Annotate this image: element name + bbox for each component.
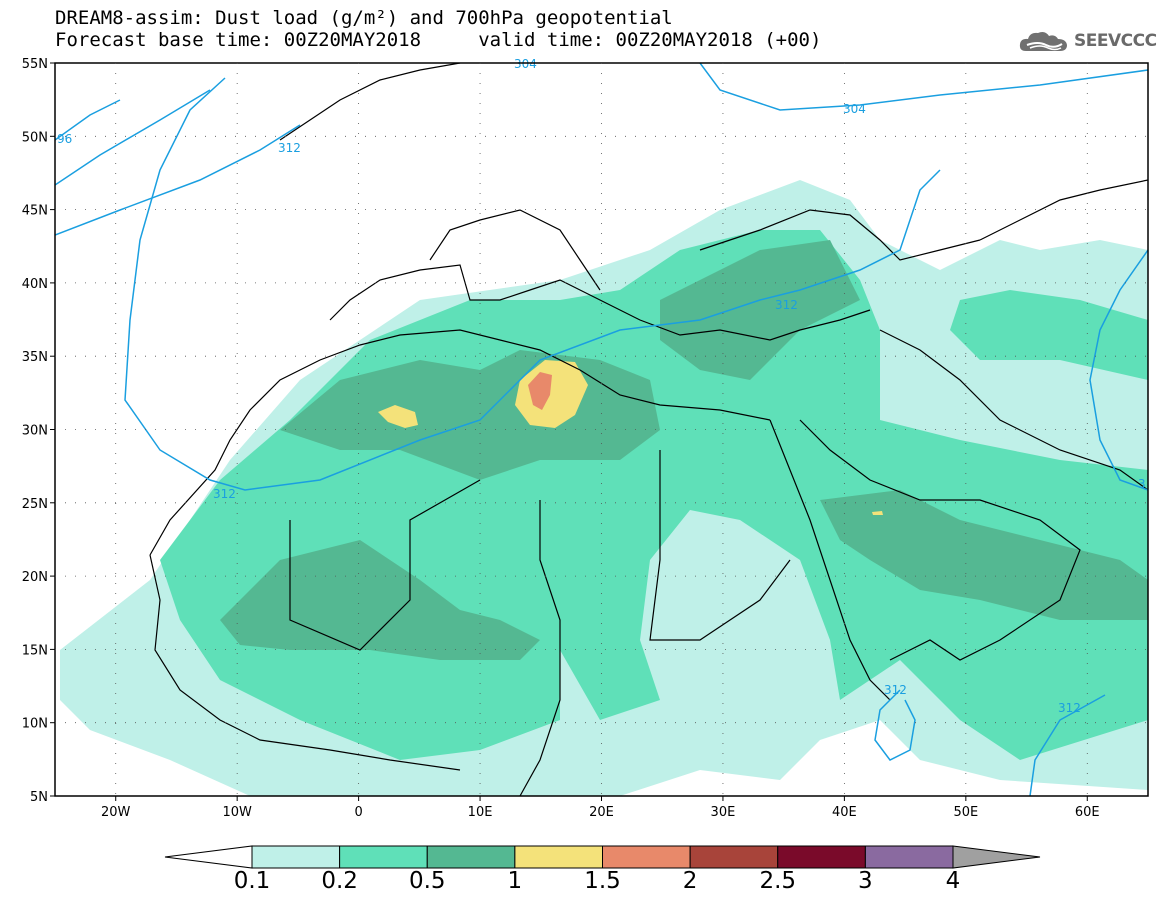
colorbar-swatch: [339, 845, 428, 869]
colorbar-label: 0.1: [233, 868, 271, 894]
colorbar-swatch: [514, 845, 603, 869]
cloud-icon: [1019, 32, 1067, 51]
colorbar-max-triangle: [952, 845, 1041, 869]
contour-04: [55, 89, 211, 186]
colorbar-label: 4: [945, 868, 961, 894]
lon-tick-label: 60E: [1075, 805, 1100, 820]
axis-ticks: 55N 50N 45N 40N 35N 30N 25N 20N 15N 10N 5N 20W 10W 0 1…: [22, 57, 1100, 820]
colorbar: [164, 845, 1041, 869]
colorbar-swatch: [426, 845, 516, 869]
dust-level-0.2-east: [950, 290, 1148, 380]
contour-label: 312: [1058, 701, 1081, 715]
lon-tick-label: 40E: [832, 805, 857, 820]
contour-label: 304: [514, 57, 537, 71]
colorbar-label: 0.2: [321, 868, 358, 894]
lat-tick-label: 30N: [22, 424, 48, 439]
colorbar-label: 1: [507, 868, 523, 894]
dust-level-0.5-arabia: [820, 490, 1148, 620]
contour-label: 312: [884, 683, 907, 697]
contour-label: 304: [843, 102, 866, 116]
seevccc-logo: SEEVCCC: [1018, 28, 1157, 54]
dust-level-1-libya: [515, 360, 588, 428]
geopotential-contours: [55, 63, 1148, 796]
contour-312-red-sea: [874, 689, 916, 761]
lon-tick-label: 0: [354, 805, 362, 820]
contour-312-east: [1089, 249, 1148, 491]
lon-tick-label: 50E: [953, 805, 978, 820]
contour-label: 3: [1138, 477, 1146, 491]
colorbar-swatch: [864, 845, 954, 869]
lat-tick-label: 40N: [22, 277, 48, 292]
chart-title: DREAM8-assim: Dust load (g/m²) and 700hP…: [55, 7, 673, 29]
lon-tick-label: 20E: [589, 805, 614, 820]
dust-level-0.5-med: [660, 240, 860, 380]
contour-312-upper: [55, 124, 301, 236]
lat-tick-label: 15N: [22, 643, 48, 658]
contour-label: 96: [57, 132, 72, 146]
lat-tick-label: 55N: [22, 57, 48, 72]
colorbar-min-triangle: [164, 845, 253, 869]
dust-level-1.5-libya: [528, 372, 552, 410]
contour-label: 312: [213, 487, 236, 501]
colorbar-label: 1.5: [584, 868, 621, 894]
dust-level-0.1-east: [950, 360, 1148, 470]
colorbar-label: 2: [682, 868, 698, 894]
contour-312-arabian: [1029, 694, 1106, 796]
dust-level-1-arabia: [872, 511, 883, 515]
lon-tick-label: 10W: [222, 805, 252, 820]
lon-tick-label: 30E: [711, 805, 736, 820]
lat-tick-label: 35N: [22, 350, 48, 365]
colorbar-label: 2.5: [759, 868, 797, 894]
dust-level-1-algeria: [378, 405, 418, 428]
colorbar-swatch: [777, 845, 866, 869]
contour-96: [55, 99, 121, 141]
lat-tick-label: 5N: [30, 790, 48, 805]
dust-field: [60, 180, 1148, 796]
lon-tick-label: 20W: [101, 805, 131, 820]
lat-tick-label: 10N: [22, 717, 48, 732]
contour-label: 312: [775, 298, 798, 312]
lon-tick-label: 10E: [468, 805, 493, 820]
colorbar-swatch: [251, 845, 341, 869]
colorbar-swatch: [602, 845, 691, 869]
chart-subtitle: Forecast base time: 00Z20MAY2018 valid t…: [55, 29, 822, 51]
lat-tick-label: 20N: [22, 570, 48, 585]
lat-tick-label: 25N: [22, 497, 48, 512]
colorbar-label: 3: [858, 868, 873, 894]
lat-tick-label: 45N: [22, 204, 48, 219]
logo-text: SEEVCCC: [1074, 31, 1157, 51]
graticule: [55, 63, 1148, 796]
coastlines: [149, 63, 1148, 796]
contour-labels: 312 304 312 312 312 312 304 96 3: [57, 57, 1146, 715]
lat-tick-label: 50N: [22, 130, 48, 145]
dust-level-0.5-sahel: [220, 540, 540, 660]
contour-label: 312: [278, 141, 301, 155]
colorbar-label: 0.5: [408, 868, 446, 894]
colorbar-swatch: [689, 845, 779, 869]
contour-312-main: [124, 77, 941, 491]
contour-304-north: [699, 63, 1148, 111]
